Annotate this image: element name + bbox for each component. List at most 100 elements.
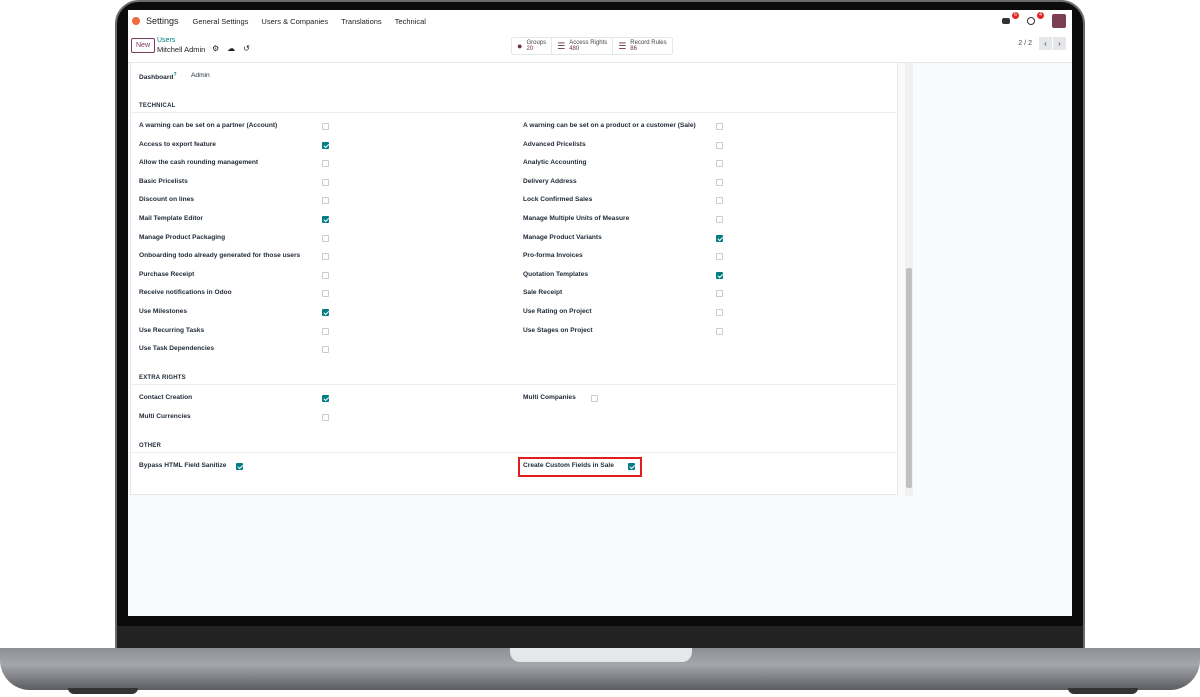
activity-clock-icon[interactable]: 4 xyxy=(1027,12,1044,25)
field-label: Pro-forma Invoices xyxy=(523,252,583,260)
field-checkbox[interactable] xyxy=(322,178,329,186)
field-checkbox[interactable] xyxy=(236,463,243,470)
user-avatar[interactable] xyxy=(1052,14,1066,28)
field-label: Use Stages on Project xyxy=(523,326,593,334)
breadcrumb-users[interactable]: Users xyxy=(157,37,176,44)
section-divider xyxy=(131,384,897,385)
field-checkbox[interactable] xyxy=(591,395,598,402)
record-rules-button[interactable]: ☰ Record Rules 86 xyxy=(613,38,671,54)
field-label: Mail Template Editor xyxy=(139,215,203,222)
stat-label: Groups xyxy=(526,39,547,46)
field-label: Create Custom Fields in Sale xyxy=(523,462,614,469)
stat-label: Record Rules xyxy=(630,39,667,46)
field-label: A warning can be set on a partner (Accou… xyxy=(139,122,278,129)
field-checkbox[interactable] xyxy=(322,413,329,421)
cloud-save-icon[interactable]: ☁ xyxy=(227,44,236,53)
field-checkbox[interactable] xyxy=(322,395,329,402)
users-icon: ● xyxy=(517,41,523,51)
form-sheet: Dashboard? Admin TECHNICAL A warning can … xyxy=(130,63,898,495)
field-checkbox[interactable] xyxy=(322,234,329,242)
field-checkbox[interactable] xyxy=(322,197,329,205)
app-name[interactable]: Settings xyxy=(146,16,179,26)
smart-buttons: ● Groups 20 ☰ Access Rights 480 ☰ Record Rule… xyxy=(511,37,673,55)
field-checkbox[interactable] xyxy=(628,463,635,470)
section-divider xyxy=(131,452,897,453)
field-label: Manage Multiple Units of Measure xyxy=(523,215,630,222)
field-label: Onboarding todo already generated for th… xyxy=(139,252,301,260)
laptop-chin xyxy=(117,626,1083,648)
laptop-notch xyxy=(510,648,692,662)
field-checkbox[interactable] xyxy=(716,178,723,186)
field-checkbox[interactable] xyxy=(322,123,329,130)
section-title: OTHER xyxy=(139,443,161,449)
highlight-box xyxy=(518,457,642,477)
field-label: Bypass HTML Field Sanitize xyxy=(139,462,227,469)
previous-record-button[interactable]: ‹ xyxy=(1039,37,1052,50)
field-label: Basic Pricelists xyxy=(139,177,188,185)
section-divider xyxy=(131,112,897,113)
field-label: Use Recurring Tasks xyxy=(139,326,205,334)
field-label: Delivery Address xyxy=(523,177,577,185)
field-checkbox[interactable] xyxy=(322,141,329,149)
field-checkbox[interactable] xyxy=(716,216,723,223)
field-checkbox[interactable] xyxy=(716,160,723,168)
list-icon: ☰ xyxy=(618,40,627,51)
field-checkbox[interactable] xyxy=(716,123,723,130)
field-label: Access to export feature xyxy=(139,140,216,148)
new-button[interactable]: New xyxy=(131,38,156,53)
field-checkbox[interactable] xyxy=(322,160,329,168)
field-checkbox[interactable] xyxy=(716,271,723,279)
field-label: Discount on lines xyxy=(139,196,194,204)
field-checkbox[interactable] xyxy=(322,327,329,335)
field-checkbox[interactable] xyxy=(716,234,723,242)
field-label: Contact Creation xyxy=(139,394,193,401)
scrollbar[interactable] xyxy=(905,63,913,496)
stat-value: 86 xyxy=(630,46,637,52)
menu-users-companies[interactable]: Users & Companies xyxy=(261,16,329,26)
list-icon: ☰ xyxy=(557,40,566,51)
field-checkbox[interactable] xyxy=(322,253,329,261)
top-navbar: Settings General Settings Users & Compan… xyxy=(128,10,1072,32)
section-title: TECHNICAL xyxy=(139,103,176,109)
field-checkbox[interactable] xyxy=(716,197,723,205)
menu-translations[interactable]: Translations xyxy=(341,16,382,26)
stat-value: 20 xyxy=(526,46,534,52)
dashboard-value[interactable]: Admin xyxy=(191,72,210,79)
field-checkbox[interactable] xyxy=(322,290,329,298)
field-checkbox[interactable] xyxy=(322,309,329,316)
menu-general-settings[interactable]: General Settings xyxy=(192,16,249,26)
field-checkbox[interactable] xyxy=(322,346,329,354)
next-record-button[interactable]: › xyxy=(1053,37,1066,50)
field-checkbox[interactable] xyxy=(716,309,723,316)
messages-badge: 6 xyxy=(1012,12,1019,19)
screen: Settings General Settings Users & Compan… xyxy=(128,10,1072,616)
field-label: A warning can be set on a product or a c… xyxy=(523,122,696,129)
messages-icon[interactable]: 6 xyxy=(1002,12,1019,25)
laptop-foot xyxy=(68,688,138,694)
field-label: Manage Product Packaging xyxy=(139,233,226,241)
field-label: Sale Receipt xyxy=(523,289,563,297)
activity-badge: 4 xyxy=(1037,12,1044,19)
discard-undo-icon[interactable]: ↺ xyxy=(243,44,250,53)
field-label: Multi Companies xyxy=(523,394,576,401)
field-checkbox[interactable] xyxy=(716,141,723,149)
field-checkbox[interactable] xyxy=(716,290,723,298)
pager: 2 / 2 ‹ › xyxy=(1018,37,1066,50)
field-label: Purchase Receipt xyxy=(139,270,195,278)
control-panel: New Users Mitchell Admin ⚙ ☁ ↺ ● Groups 20… xyxy=(128,32,1072,63)
menu-technical[interactable]: Technical xyxy=(394,16,426,26)
field-checkbox[interactable] xyxy=(322,271,329,279)
dashboard-label: Dashboard? xyxy=(139,72,177,82)
field-label: Quotation Templates xyxy=(523,270,589,278)
gear-icon[interactable]: ⚙ xyxy=(212,44,220,53)
field-checkbox[interactable] xyxy=(322,216,329,223)
access-rights-button[interactable]: ☰ Access Rights 480 xyxy=(552,38,614,54)
field-label: Use Rating on Project xyxy=(523,308,592,315)
groups-button[interactable]: ● Groups 20 xyxy=(512,38,553,54)
scrollbar-thumb[interactable] xyxy=(906,268,912,488)
field-checkbox[interactable] xyxy=(716,327,723,335)
field-label: Receive notifications in Odoo xyxy=(139,289,232,297)
field-label: Analytic Accounting xyxy=(523,159,587,167)
field-checkbox[interactable] xyxy=(716,253,723,261)
odoo-logo-icon[interactable] xyxy=(132,17,140,25)
